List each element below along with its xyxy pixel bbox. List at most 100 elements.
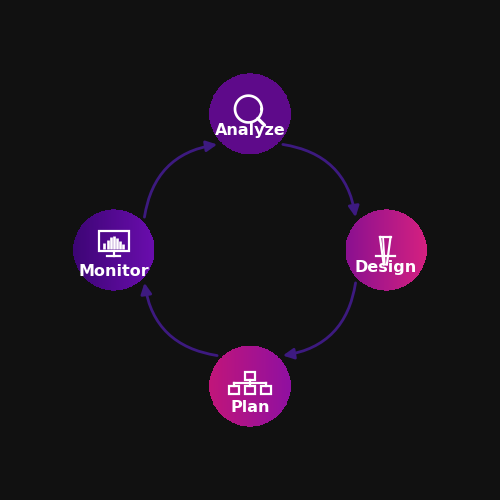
Bar <box>248 74 249 154</box>
Bar <box>254 346 255 426</box>
Bar <box>126 212 127 288</box>
Bar <box>212 97 214 130</box>
Bar <box>255 74 256 154</box>
Bar <box>78 230 79 270</box>
Bar <box>270 351 271 421</box>
Bar <box>271 80 272 148</box>
Bar <box>282 90 284 138</box>
Bar <box>271 352 272 420</box>
Bar <box>244 74 245 154</box>
Bar <box>253 74 254 154</box>
Bar <box>131 214 132 286</box>
Bar <box>148 228 149 272</box>
Bar <box>229 386 238 394</box>
Bar <box>362 216 364 284</box>
Bar <box>279 86 280 142</box>
Bar <box>149 230 150 270</box>
Bar <box>386 210 387 290</box>
Bar <box>122 210 123 290</box>
Bar <box>352 228 353 272</box>
Bar <box>218 360 219 412</box>
Bar <box>406 215 407 285</box>
Bar <box>364 216 365 284</box>
Bar <box>254 74 255 154</box>
Bar <box>90 216 91 284</box>
Bar <box>109 210 110 290</box>
Bar <box>421 230 422 270</box>
Bar <box>242 74 244 154</box>
Bar <box>279 358 280 414</box>
Bar <box>119 210 120 290</box>
Bar <box>118 210 119 290</box>
Bar <box>100 212 101 288</box>
Bar <box>105 210 106 290</box>
Bar <box>91 216 92 284</box>
Bar <box>411 218 412 282</box>
Bar <box>244 346 245 426</box>
Bar <box>394 210 395 290</box>
Bar <box>218 88 219 140</box>
Bar <box>272 353 274 420</box>
Bar <box>92 216 93 284</box>
FancyArrowPatch shape <box>144 142 214 217</box>
Bar <box>247 346 248 426</box>
Bar <box>142 222 143 278</box>
Bar <box>215 364 216 408</box>
Text: Design: Design <box>355 260 417 274</box>
Bar <box>246 346 247 426</box>
Bar <box>106 210 108 290</box>
Bar <box>152 238 153 262</box>
Bar <box>225 354 226 418</box>
Bar <box>230 78 232 150</box>
Bar <box>395 210 396 290</box>
Bar <box>263 76 264 152</box>
Bar <box>215 92 216 136</box>
Bar <box>275 354 276 418</box>
Bar <box>245 74 246 154</box>
Bar <box>286 370 288 403</box>
Bar <box>248 346 249 426</box>
Bar <box>232 78 233 150</box>
Bar <box>128 212 130 288</box>
Bar <box>388 210 390 290</box>
Bar <box>140 220 141 280</box>
Bar <box>226 80 228 147</box>
Bar <box>360 218 361 282</box>
Bar <box>289 376 290 396</box>
Bar <box>86 220 87 280</box>
Bar <box>225 82 226 146</box>
Bar <box>399 212 400 288</box>
Bar <box>416 223 417 277</box>
Bar <box>256 346 258 426</box>
Bar <box>250 346 251 426</box>
Bar <box>127 212 128 288</box>
Bar <box>94 214 96 286</box>
Bar <box>79 228 80 272</box>
Bar <box>249 74 250 154</box>
Bar <box>370 212 372 288</box>
Bar <box>151 235 152 265</box>
Bar <box>219 87 220 141</box>
Bar <box>267 350 268 422</box>
Bar <box>101 212 102 288</box>
Bar <box>76 233 78 267</box>
Bar <box>88 218 89 282</box>
Bar <box>245 346 246 426</box>
Bar <box>262 386 271 394</box>
Bar <box>275 82 276 146</box>
Bar <box>240 346 241 426</box>
Bar <box>263 348 264 424</box>
Bar <box>121 210 122 290</box>
Bar <box>234 76 236 152</box>
Bar <box>418 226 420 274</box>
Bar <box>354 224 356 276</box>
Bar <box>252 74 253 154</box>
Bar <box>150 233 151 267</box>
Bar <box>408 216 409 284</box>
Bar <box>276 356 277 417</box>
Bar <box>116 210 117 290</box>
Bar <box>249 346 250 426</box>
Bar <box>211 102 212 126</box>
Bar <box>223 83 224 144</box>
Bar <box>260 347 262 425</box>
